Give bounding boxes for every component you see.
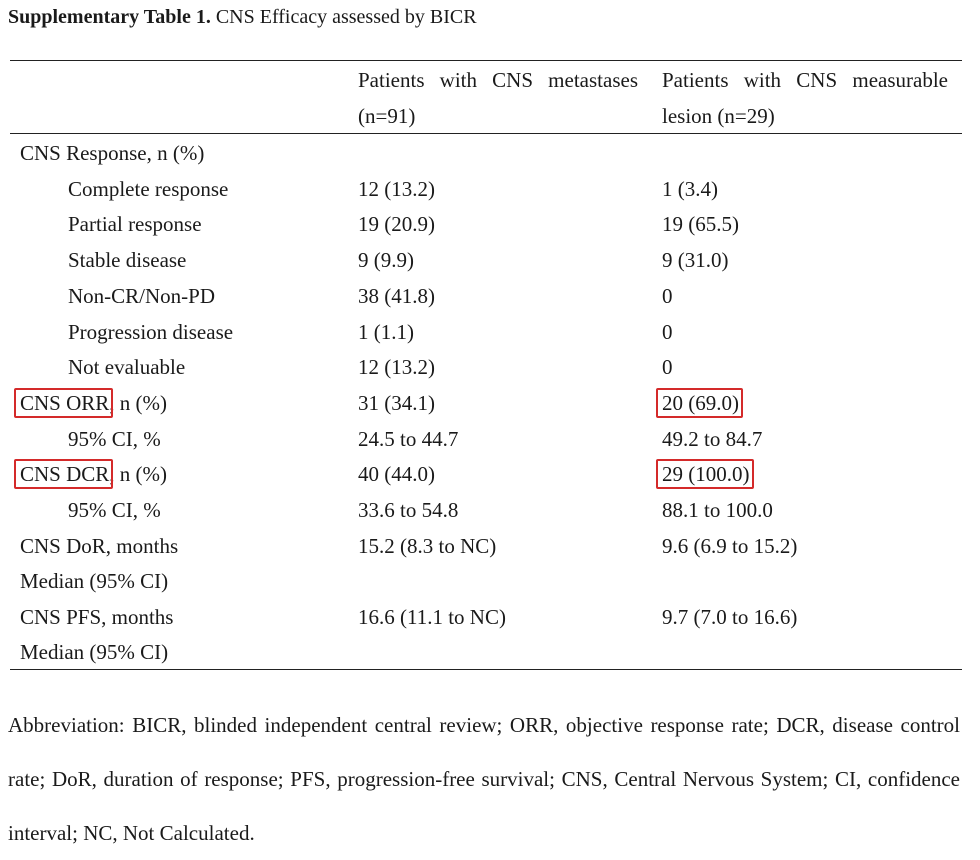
table-header-rule xyxy=(10,133,962,134)
row-label: Stable disease xyxy=(68,248,187,272)
column-header-measurable-lesion: Patients with CNS measurable lesion (n=2… xyxy=(662,68,948,128)
table-row: CNS DoR, months 15.2 (8.3 to NC) 9.6 (6.… xyxy=(0,528,980,564)
row-value-metastases: 31 (34.1) xyxy=(358,391,435,415)
row-value-measurable: 9.7 (7.0 to 16.6) xyxy=(662,605,798,629)
table-row: Not evaluable 12 (13.2) 0 xyxy=(0,349,980,385)
abbreviation-footnote: Abbreviation: BICR, blinded independent … xyxy=(8,713,960,845)
row-label-suffix: , n (%) xyxy=(109,391,168,415)
row-label: CNS DCR, n (%) xyxy=(13,456,168,492)
highlight-box-dcr-value: 29 (100.0) xyxy=(656,456,753,492)
row-label: Non-CR/Non-PD xyxy=(68,284,216,308)
row-value-measurable: 29 (100.0) xyxy=(656,456,753,492)
row-label-suffix: , n (%) xyxy=(109,462,168,486)
row-label: Median (95% CI) xyxy=(20,640,169,664)
row-value-metastases: 40 (44.0) xyxy=(358,462,435,486)
highlight-box-orr: CNS ORR xyxy=(13,385,114,421)
table-row: Median (95% CI) xyxy=(0,634,980,670)
row-label: CNS Response, n (%) xyxy=(20,141,205,165)
row-label: 95% CI, % xyxy=(68,427,161,451)
row-value-measurable: 0 xyxy=(662,284,673,308)
row-label: Complete response xyxy=(68,177,229,201)
table-row: Partial response 19 (20.9) 19 (65.5) xyxy=(0,206,980,242)
row-value-metastases: 19 (20.9) xyxy=(358,212,435,236)
row-value-metastases: 15.2 (8.3 to NC) xyxy=(358,534,497,558)
table-row: CNS Response, n (%) xyxy=(0,135,980,171)
row-value-measurable: 0 xyxy=(662,320,673,344)
row-value-metastases: 9 (9.9) xyxy=(358,248,414,272)
table-top-rule xyxy=(10,60,962,61)
table-row-cns-orr: CNS ORR, n (%) 31 (34.1) 20 (69.0) xyxy=(0,385,980,421)
row-value-measurable: 9.6 (6.9 to 15.2) xyxy=(662,534,798,558)
table-row: Complete response 12 (13.2) 1 (3.4) xyxy=(0,171,980,207)
highlight-box-dcr: CNS DCR xyxy=(13,456,114,492)
table-row: Non-CR/Non-PD 38 (41.8) 0 xyxy=(0,278,980,314)
table-title-label: Supplementary Table 1. xyxy=(8,6,211,28)
row-value-metastases: 1 (1.1) xyxy=(358,320,414,344)
table-row: 95% CI, % 33.6 to 54.8 88.1 to 100.0 xyxy=(0,492,980,528)
table-row: 95% CI, % 24.5 to 44.7 49.2 to 84.7 xyxy=(0,421,980,457)
row-label: Not evaluable xyxy=(68,355,186,379)
row-label: CNS PFS, months xyxy=(20,605,174,629)
row-value-measurable: 19 (65.5) xyxy=(662,212,739,236)
row-value-measurable: 49.2 to 84.7 xyxy=(662,427,763,451)
row-value-measurable: 20 (69.0) xyxy=(656,385,743,421)
row-value-metastases: 24.5 to 44.7 xyxy=(358,427,459,451)
row-label: Median (95% CI) xyxy=(20,569,169,593)
table-row: Stable disease 9 (9.9) 9 (31.0) xyxy=(0,242,980,278)
table-row: Median (95% CI) xyxy=(0,563,980,599)
table-row: CNS PFS, months 16.6 (11.1 to NC) 9.7 (7… xyxy=(0,599,980,635)
table-row: Progression disease 1 (1.1) 0 xyxy=(0,314,980,350)
row-label: CNS DoR, months xyxy=(20,534,179,558)
row-label: Progression disease xyxy=(68,320,234,344)
table-bottom-rule xyxy=(10,669,962,670)
row-label: Partial response xyxy=(68,212,202,236)
row-value-measurable: 88.1 to 100.0 xyxy=(662,498,773,522)
row-value-measurable: 1 (3.4) xyxy=(662,177,718,201)
table-title-text: CNS Efficacy assessed by BICR xyxy=(210,6,477,28)
row-label: 95% CI, % xyxy=(68,498,161,522)
row-value-measurable: 0 xyxy=(662,355,673,379)
row-label: CNS ORR, n (%) xyxy=(13,385,168,421)
column-header-metastases: Patients with CNS metastases (n=91) xyxy=(358,68,638,128)
table-title: Supplementary Table 1. CNS Efficacy asse… xyxy=(8,5,477,29)
row-value-metastases: 12 (13.2) xyxy=(358,177,435,201)
row-value-measurable: 9 (31.0) xyxy=(662,248,729,272)
row-value-metastases: 16.6 (11.1 to NC) xyxy=(358,605,506,629)
table-row-cns-dcr: CNS DCR, n (%) 40 (44.0) 29 (100.0) xyxy=(0,456,980,492)
row-value-metastases: 33.6 to 54.8 xyxy=(358,498,459,522)
highlight-box-orr-value: 20 (69.0) xyxy=(656,385,743,421)
row-value-metastases: 12 (13.2) xyxy=(358,355,435,379)
row-value-metastases: 38 (41.8) xyxy=(358,284,435,308)
